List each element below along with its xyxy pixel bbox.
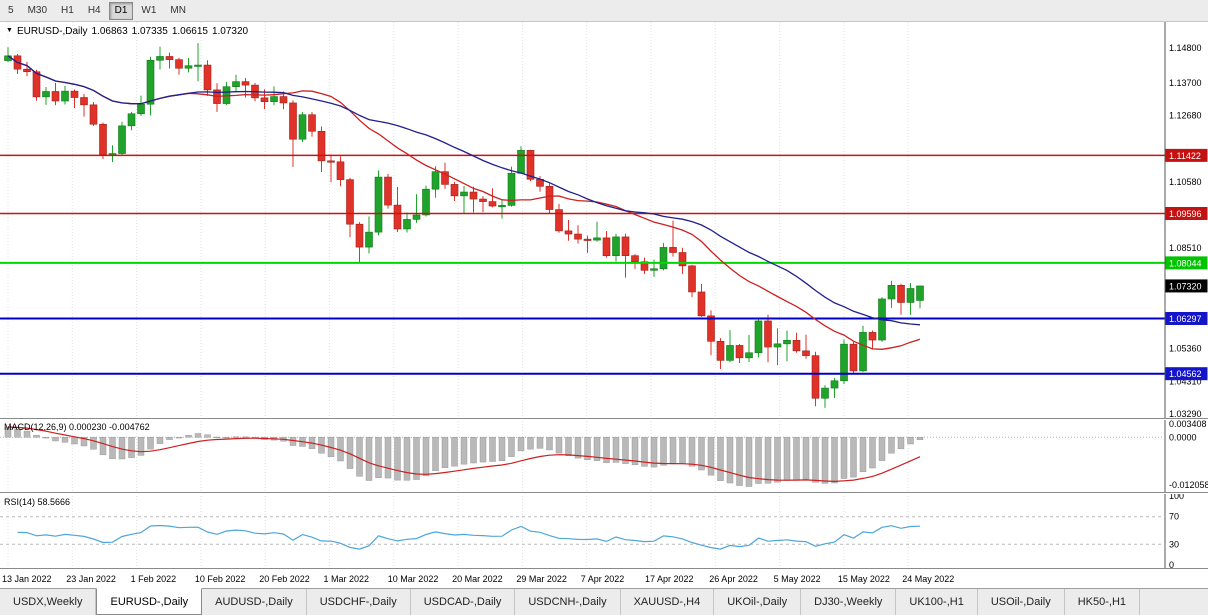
svg-text:15 May 2022: 15 May 2022 — [838, 574, 890, 584]
rsi-indicator-label: RSI(14) 58.5666 — [4, 497, 71, 507]
chart-tabs-bar: USDX,Weekly EURUSD-,Daily AUDUSD-,Daily USD… — [0, 588, 1208, 615]
legend-low: 1.06615 — [171, 26, 208, 37]
legend-high: 1.07335 — [131, 26, 168, 37]
chart-legend: ▼ EURUSD-,Daily 1.06863 1.07335 1.06615 1.073… — [6, 26, 252, 37]
timeframe-button-m30[interactable]: M30 — [27, 4, 48, 16]
svg-text:20 Feb 2022: 20 Feb 2022 — [259, 574, 310, 584]
svg-text:1.13700: 1.13700 — [1169, 78, 1202, 88]
chart-tab-usdx-weekly[interactable]: USDX,Weekly — [0, 589, 97, 615]
svg-text:70: 70 — [1169, 512, 1179, 522]
svg-text:29 Mar 2022: 29 Mar 2022 — [516, 574, 567, 584]
svg-text:7 Apr 2022: 7 Apr 2022 — [581, 574, 625, 584]
svg-text:100: 100 — [1169, 491, 1184, 501]
legend-symbol: EURUSD-,Daily — [16, 26, 88, 37]
svg-text:17 Apr 2022: 17 Apr 2022 — [645, 574, 694, 584]
svg-text:13 Jan 2022: 13 Jan 2022 — [2, 574, 52, 584]
chart-tab-usdchf-daily[interactable]: USDCHF-,Daily — [307, 589, 411, 615]
svg-text:1.12680: 1.12680 — [1169, 110, 1202, 120]
svg-text:1.10580: 1.10580 — [1169, 177, 1202, 187]
svg-text:1.14800: 1.14800 — [1169, 43, 1202, 53]
svg-text:1.05360: 1.05360 — [1169, 343, 1202, 353]
time-axis[interactable] — [0, 570, 1165, 588]
svg-text:20 Mar 2022: 20 Mar 2022 — [452, 574, 503, 584]
timeframe-button-5[interactable]: 5 — [8, 4, 14, 16]
chart-tab-ukoil-daily[interactable]: UKOil-,Daily — [714, 589, 802, 615]
svg-text:1.04310: 1.04310 — [1169, 377, 1202, 387]
svg-text:1.06297: 1.06297 — [1169, 314, 1202, 324]
macd-indicator-label: MACD(12,26,9) 0.000230 -0.004762 — [4, 422, 150, 432]
chart-tab-usoil-daily[interactable]: USOil-,Daily — [978, 589, 1065, 615]
svg-text:1.09596: 1.09596 — [1169, 209, 1202, 219]
svg-text:1.04562: 1.04562 — [1169, 369, 1202, 379]
svg-text:10 Feb 2022: 10 Feb 2022 — [195, 574, 246, 584]
svg-text:0.003408: 0.003408 — [1169, 419, 1207, 429]
chart-tab-usdcnh-daily[interactable]: USDCNH-,Daily — [515, 589, 621, 615]
svg-text:-0.012058: -0.012058 — [1169, 480, 1208, 490]
timeframe-button-h1[interactable]: H1 — [61, 4, 74, 16]
svg-text:1.08510: 1.08510 — [1169, 243, 1202, 253]
timeframe-toolbar: 5 M30 H1 H4 D1 W1 MN — [0, 0, 1208, 22]
svg-text:26 Apr 2022: 26 Apr 2022 — [709, 574, 758, 584]
timeframe-button-w1[interactable]: W1 — [141, 4, 157, 16]
svg-text:0.0000: 0.0000 — [1169, 432, 1197, 442]
svg-text:10 Mar 2022: 10 Mar 2022 — [388, 574, 439, 584]
svg-text:30: 30 — [1169, 539, 1179, 549]
svg-text:1.07320: 1.07320 — [1169, 281, 1202, 291]
chart-tab-hk50-h1[interactable]: HK50-,H1 — [1065, 589, 1141, 615]
legend-close: 1.07320 — [211, 26, 249, 37]
legend-open: 1.06863 — [91, 26, 128, 37]
svg-text:1.08044: 1.08044 — [1169, 258, 1202, 268]
price-chart-svg: 1.14800 1.13700 1.12680 1.10580 1.08510 1.053… — [0, 22, 1208, 588]
symbol-marker-icon: ▼ — [6, 27, 13, 34]
chart-tab-xauusd-h4[interactable]: XAUUSD-,H4 — [621, 589, 715, 615]
svg-text:1 Feb 2022: 1 Feb 2022 — [131, 574, 177, 584]
svg-text:24 May 2022: 24 May 2022 — [902, 574, 954, 584]
svg-text:0: 0 — [1169, 560, 1174, 570]
svg-text:23 Jan 2022: 23 Jan 2022 — [66, 574, 116, 584]
chart-tab-eurusd-daily[interactable]: EURUSD-,Daily — [96, 588, 203, 615]
svg-text:1.03290: 1.03290 — [1169, 409, 1202, 419]
chart-tab-dj30-weekly[interactable]: DJ30-,Weekly — [801, 589, 897, 615]
svg-text:1 Mar 2022: 1 Mar 2022 — [324, 574, 370, 584]
chart-tab-audusd-daily[interactable]: AUDUSD-,Daily — [202, 589, 307, 615]
price-axis[interactable] — [1165, 22, 1208, 570]
chart-tab-uk100-h1[interactable]: UK100-,H1 — [896, 589, 978, 615]
timeframe-button-mn[interactable]: MN — [170, 4, 186, 16]
timeframe-button-h4[interactable]: H4 — [87, 4, 101, 16]
chart-canvas[interactable]: 1.14800 1.13700 1.12680 1.10580 1.08510 1.053… — [0, 22, 1208, 588]
svg-text:1.11422: 1.11422 — [1169, 151, 1201, 161]
chart-tab-usdcad-daily[interactable]: USDCAD-,Daily — [411, 589, 516, 615]
timeframe-button-d1[interactable]: D1 — [108, 1, 134, 20]
svg-text:5 May 2022: 5 May 2022 — [774, 574, 821, 584]
